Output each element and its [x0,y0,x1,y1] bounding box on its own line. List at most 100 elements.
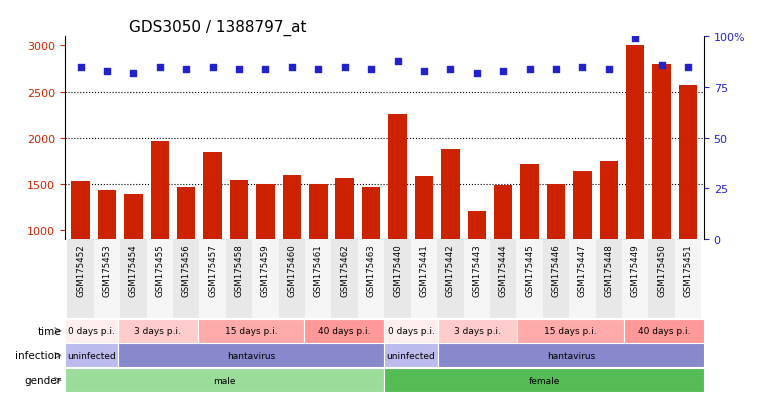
Bar [517,240,543,318]
Bar [569,240,596,318]
Point [101,68,113,75]
Text: gender: gender [24,375,61,385]
Point [180,66,193,73]
Bar [467,211,486,322]
Bar [361,187,380,322]
Bar [600,161,618,322]
Bar [521,164,539,322]
Point [603,66,615,73]
Bar [675,240,702,318]
Bar [438,344,704,368]
Text: GSM175443: GSM175443 [473,244,481,296]
Point [524,66,536,73]
Text: male: male [213,376,236,385]
Bar [305,240,332,318]
Text: GSM175458: GSM175458 [234,244,244,296]
Bar [648,240,675,318]
Bar [679,86,697,322]
Bar [279,240,305,318]
Bar [256,184,275,322]
Text: GSM175462: GSM175462 [340,244,349,296]
Bar [124,195,142,322]
Text: hantavirus: hantavirus [546,351,595,360]
Point [470,70,482,77]
Bar [309,184,327,322]
Bar [384,240,411,318]
Text: GSM175448: GSM175448 [604,244,613,296]
Bar [282,175,301,322]
Point [550,66,562,73]
Bar [596,240,622,318]
Text: GSM175447: GSM175447 [578,244,587,296]
Bar [622,240,648,318]
Text: uninfected: uninfected [387,351,435,360]
Bar [118,344,384,368]
Bar [494,185,512,322]
Text: GSM175456: GSM175456 [182,244,191,296]
Text: GSM175440: GSM175440 [393,244,402,296]
Bar [72,182,90,322]
Point [576,64,588,71]
Bar [415,177,433,322]
Text: ■: ■ [65,410,78,413]
Text: time: time [37,326,61,336]
Text: GSM175442: GSM175442 [446,244,455,296]
Bar [199,240,226,318]
Bar [173,240,199,318]
Bar [304,319,384,343]
Point [286,64,298,71]
Bar [198,319,304,343]
Text: GSM175450: GSM175450 [658,244,666,296]
Bar [118,319,198,343]
Text: GSM175454: GSM175454 [129,244,138,296]
Bar [230,180,248,322]
Bar [151,142,169,322]
Text: GSM175445: GSM175445 [525,244,534,296]
Text: GSM175457: GSM175457 [208,244,217,296]
Bar [120,240,147,318]
Bar [652,65,671,322]
Bar [65,368,384,392]
Text: GSM175459: GSM175459 [261,244,270,296]
Bar [67,240,94,318]
Bar [97,191,116,322]
Bar [441,150,460,322]
Bar [573,171,591,322]
Text: GSM175460: GSM175460 [288,244,296,296]
Bar [252,240,279,318]
Point [629,36,642,43]
Bar [384,368,704,392]
Text: GSM175446: GSM175446 [552,244,561,296]
Text: GSM175463: GSM175463 [367,244,376,296]
Point [497,68,509,75]
Bar [437,240,463,318]
Text: GSM175461: GSM175461 [314,244,323,296]
Point [682,64,694,71]
Point [339,64,351,71]
Point [206,64,218,71]
Bar [94,240,120,318]
Bar [384,344,438,368]
Text: infection: infection [15,351,61,361]
Text: uninfected: uninfected [67,351,116,360]
Text: GDS3050 / 1388797_at: GDS3050 / 1388797_at [129,20,306,36]
Point [444,66,457,73]
Point [233,66,245,73]
Text: 40 days p.i.: 40 days p.i. [638,326,690,335]
Text: hantavirus: hantavirus [227,351,275,360]
Text: 3 days p.i.: 3 days p.i. [135,326,181,335]
Point [75,64,87,71]
Point [154,64,166,71]
Text: GSM175455: GSM175455 [155,244,164,296]
Text: 40 days p.i.: 40 days p.i. [318,326,371,335]
Bar [411,240,437,318]
Point [365,66,377,73]
Text: GSM175441: GSM175441 [419,244,428,296]
Bar [624,319,704,343]
Point [260,66,272,73]
Text: GSM175451: GSM175451 [683,244,693,296]
Point [127,70,139,77]
Bar [226,240,252,318]
Point [418,68,430,75]
Text: GSM175453: GSM175453 [103,244,111,296]
